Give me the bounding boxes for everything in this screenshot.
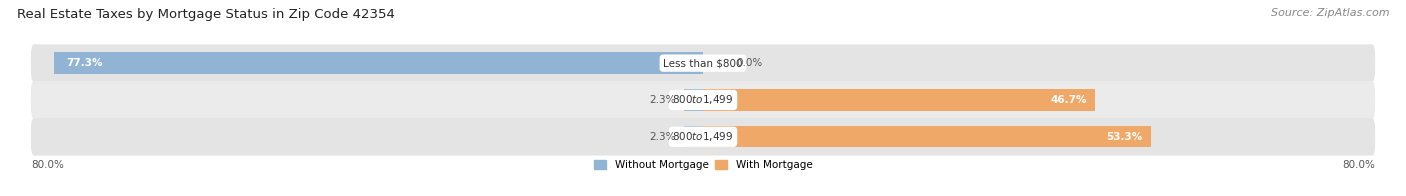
Text: 80.0%: 80.0% — [31, 160, 63, 170]
Bar — [703, 126, 1150, 147]
Text: Less than $800: Less than $800 — [664, 58, 742, 68]
Bar — [683, 89, 703, 111]
Text: 46.7%: 46.7% — [1050, 95, 1087, 105]
Text: $800 to $1,499: $800 to $1,499 — [672, 93, 734, 106]
Text: Real Estate Taxes by Mortgage Status in Zip Code 42354: Real Estate Taxes by Mortgage Status in … — [17, 8, 395, 21]
Text: Source: ZipAtlas.com: Source: ZipAtlas.com — [1271, 8, 1389, 18]
Bar — [683, 126, 703, 147]
FancyBboxPatch shape — [31, 44, 1375, 82]
FancyBboxPatch shape — [31, 118, 1375, 156]
Text: 2.3%: 2.3% — [648, 95, 675, 105]
Legend: Without Mortgage, With Mortgage: Without Mortgage, With Mortgage — [593, 160, 813, 170]
Text: 53.3%: 53.3% — [1107, 132, 1143, 142]
Text: 80.0%: 80.0% — [1343, 160, 1375, 170]
Text: 77.3%: 77.3% — [66, 58, 103, 68]
Bar — [703, 89, 1095, 111]
Text: 2.3%: 2.3% — [648, 132, 675, 142]
Text: 0.0%: 0.0% — [737, 58, 763, 68]
Bar — [53, 53, 703, 74]
Text: $800 to $1,499: $800 to $1,499 — [672, 130, 734, 143]
FancyBboxPatch shape — [31, 81, 1375, 119]
